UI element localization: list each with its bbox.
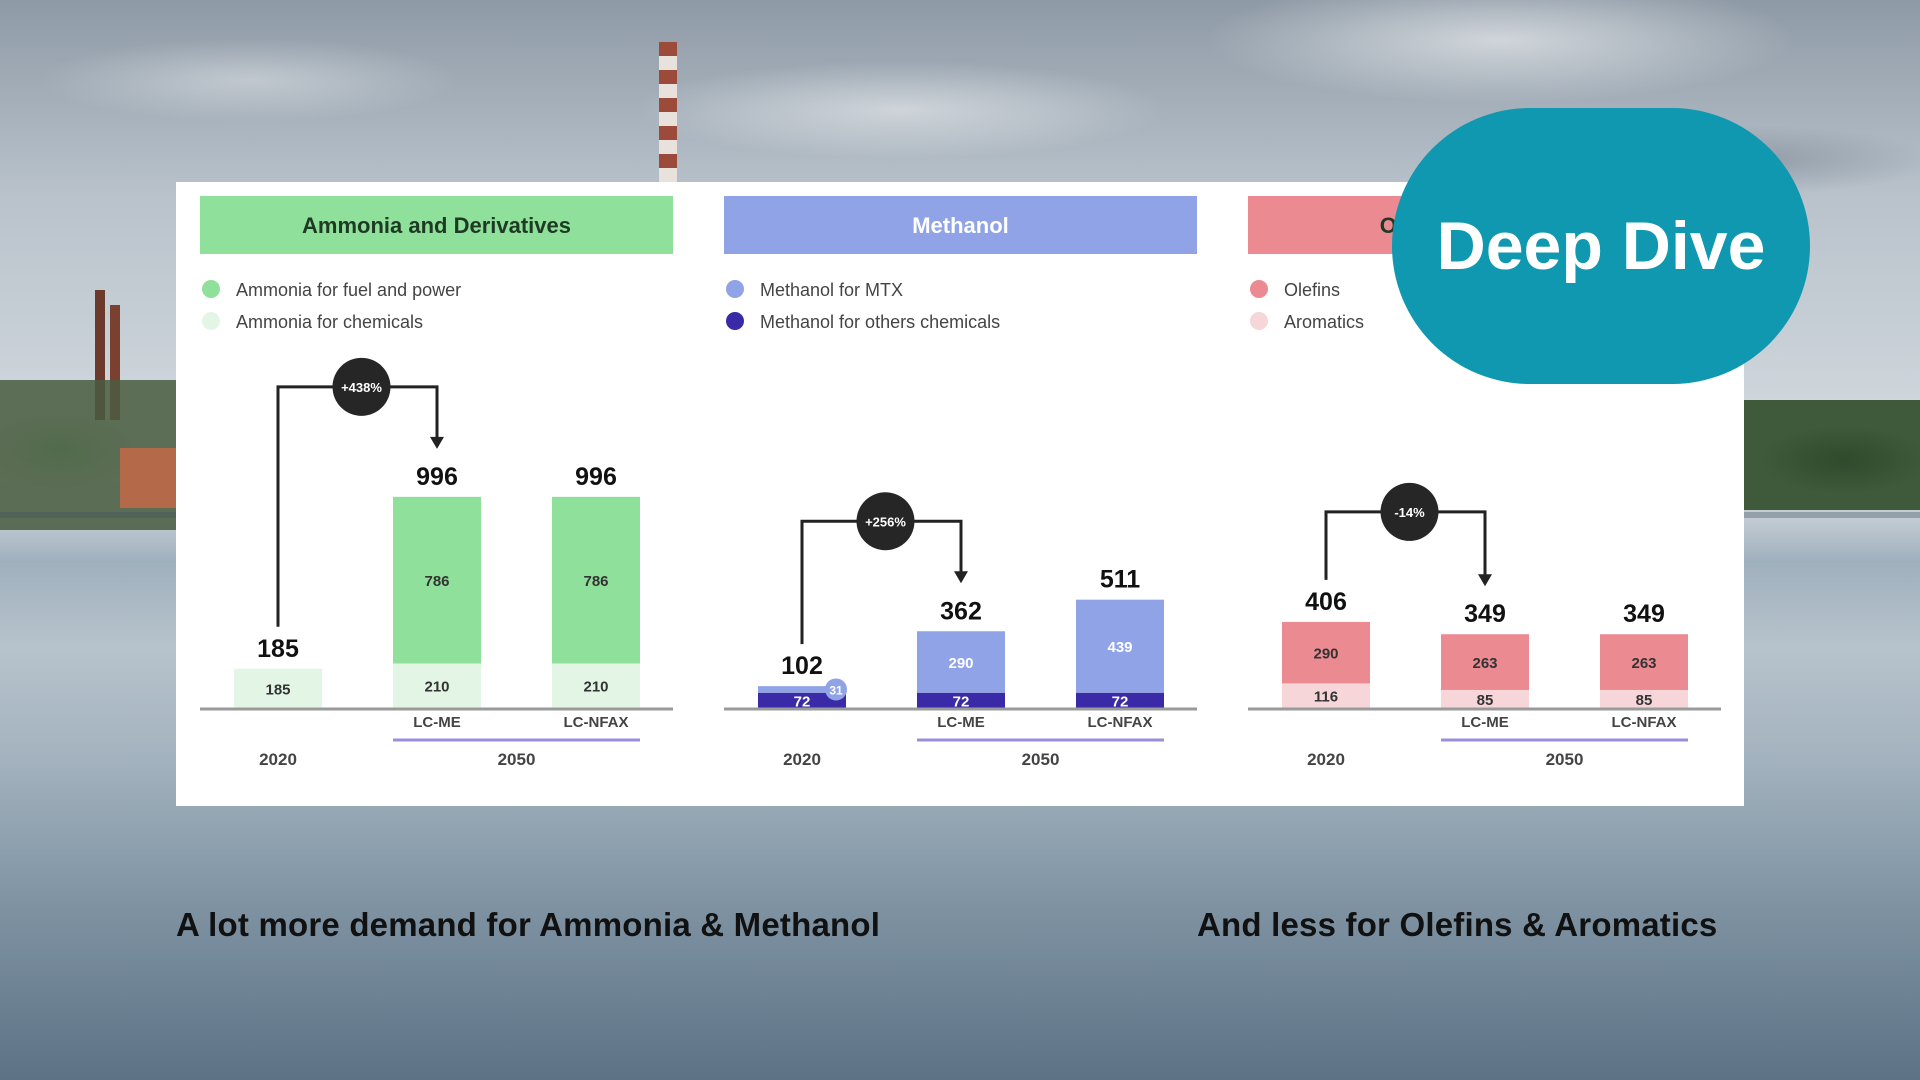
chart-1-bar-upper-label: 786	[583, 573, 608, 590]
chart-3-total-label: 406	[1305, 588, 1347, 616]
deep-dive-label: Deep Dive	[1436, 208, 1766, 284]
chart-1-title: Ammonia and Derivatives	[302, 213, 571, 238]
chart-2-bar-upper	[917, 631, 1005, 693]
chart-3-legend-swatch	[1250, 280, 1268, 298]
chart-3-total-label: 349	[1464, 600, 1506, 628]
chart-3-bar-lower	[1441, 689, 1529, 708]
chart-2-bar-lower-label: 72	[1112, 693, 1129, 710]
chart-2-period-start: 2020	[783, 750, 821, 769]
chart-2-bar-lower-label: 72	[953, 693, 970, 710]
chart-2-category-label: LC-NFAX	[1088, 714, 1153, 731]
chart-1-bar-lower-label: 210	[424, 679, 449, 696]
chart-1-bar-upper	[393, 496, 481, 664]
chart-2-category-label: LC-ME	[937, 714, 985, 731]
caption-left: A lot more demand for Ammonia & Methanol	[176, 906, 881, 943]
chart-3-legend-swatch	[1250, 312, 1268, 330]
chart-2-change-label: +256%	[865, 514, 906, 529]
chart-1-total-label: 996	[575, 463, 617, 491]
chart-1-header	[200, 196, 673, 254]
chart-3-bar-lower	[1282, 683, 1370, 708]
chart-3-change-arrowhead	[1478, 574, 1492, 587]
chart-3-bar-upper-label: 263	[1631, 655, 1656, 672]
left-shore-building	[120, 448, 176, 508]
chart-2-bar-upper	[758, 686, 846, 693]
chart-2-bar-lower	[917, 692, 1005, 708]
chart-3-bar-upper	[1600, 634, 1688, 690]
smokestack	[659, 42, 677, 182]
chart-1-legend-swatch	[202, 280, 220, 298]
chart-3-change-bubble	[1380, 482, 1439, 541]
chart-1-bar-lower	[234, 668, 322, 708]
chart-1-period-start: 2020	[259, 750, 297, 769]
chart-1-period-end: 2050	[498, 750, 536, 769]
smokestack-left-1	[95, 290, 105, 420]
chart-1-bar-lower-label: 210	[583, 679, 608, 696]
chart-1-bar-lower-label: 185	[265, 681, 290, 698]
chart-1-category-label: LC-ME	[413, 714, 461, 731]
chart-2-legend-label: Methanol for others chemicals	[760, 312, 1000, 332]
chart-2-bar-upper-label: 290	[948, 655, 973, 672]
chart-3-bar-lower-label: 116	[1314, 689, 1338, 706]
chart-3-bar-upper-label: 290	[1313, 646, 1338, 663]
chart-1-category-label: LC-NFAX	[564, 714, 629, 731]
chart-2-title: Methanol	[912, 213, 1009, 238]
chart-2-total-label: 102	[781, 652, 823, 680]
chart-1-bar-upper-label: 786	[424, 573, 449, 590]
chart-3-period-end: 2050	[1546, 750, 1584, 769]
chart-2-bar-lower	[1076, 692, 1164, 708]
chart-1-bar-lower	[393, 663, 481, 708]
smokestack-left-2	[110, 305, 120, 420]
chart-1-change-arrowhead	[430, 436, 444, 449]
chart-1-legend-label: Ammonia for chemicals	[236, 312, 423, 332]
chart-2-change-bubble	[856, 492, 915, 551]
chart-1-bar-lower	[552, 663, 640, 708]
chart-2-period-end: 2050	[1022, 750, 1060, 769]
chart-3-category-label: LC-NFAX	[1612, 714, 1677, 731]
chart-2-legend-label: Methanol for MTX	[760, 280, 903, 300]
chart-2-total-label: 511	[1100, 566, 1140, 594]
chart-2-bar-upper	[1076, 599, 1164, 693]
chart-2-total-label: 362	[940, 597, 982, 625]
chart-3-category-label: LC-ME	[1461, 714, 1509, 731]
chart-2-legend-swatch	[726, 280, 744, 298]
chart-2-bar-upper-label: 31	[829, 683, 843, 697]
caption-right: And less for Olefins & Aromatics	[1197, 906, 1718, 943]
chart-2-bar-upper-marker	[825, 678, 847, 701]
chart-1-legend-label: Ammonia for fuel and power	[236, 280, 461, 300]
chart-3-bar-upper	[1441, 634, 1529, 690]
chart-1-change-bubble	[332, 357, 391, 416]
chart-1-change-label: +438%	[341, 380, 382, 395]
chart-3-legend-label: Olefins	[1284, 280, 1340, 300]
chart-2-legend-swatch	[726, 312, 744, 330]
chart-2-bar-lower-label: 72	[794, 693, 811, 710]
right-shore-trees	[1744, 400, 1920, 510]
chart-1-bar-upper	[552, 496, 640, 664]
chart-3-legend-label: Aromatics	[1284, 312, 1364, 332]
chart-3-bar-lower-label: 85	[1477, 692, 1494, 709]
chart-3-change-label: -14%	[1394, 505, 1425, 520]
chart-2-bar-upper-label: 439	[1107, 639, 1132, 656]
chart-2-change-arrowhead	[954, 571, 968, 584]
chart-2-header	[724, 196, 1197, 254]
chart-1-total-label: 185	[257, 635, 299, 663]
chart-1-legend-swatch	[202, 312, 220, 330]
chart-3-bar-lower	[1600, 689, 1688, 708]
chart-2-bar-lower	[758, 692, 846, 708]
chart-3-total-label: 349	[1623, 600, 1665, 628]
chart-1-total-label: 996	[416, 463, 458, 491]
chart-3-bar-upper-label: 263	[1472, 655, 1497, 672]
chart-3-period-start: 2020	[1307, 750, 1345, 769]
chart-3-bar-upper	[1282, 621, 1370, 684]
chart-3-bar-lower-label: 85	[1636, 692, 1653, 709]
deep-dive-badge: Deep Dive	[1392, 108, 1810, 384]
